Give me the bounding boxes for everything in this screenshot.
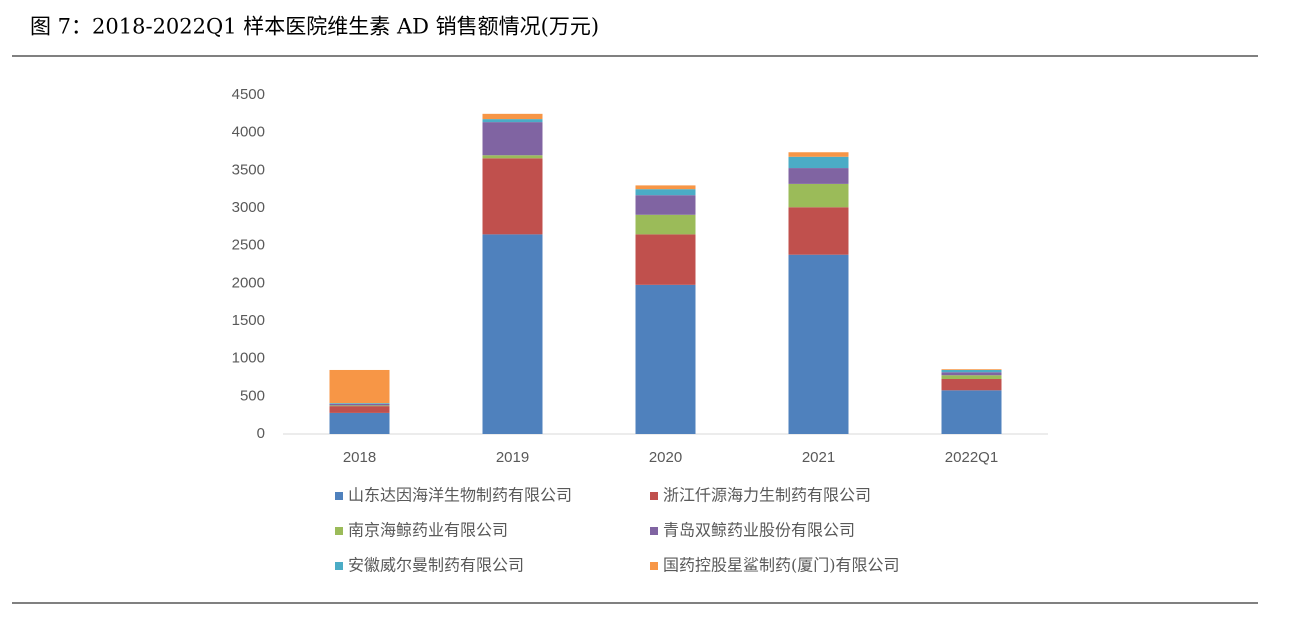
y-tick-label: 500 [240,387,265,404]
bar-segment [635,195,696,215]
legend-label: 青岛双鲸药业股份有限公司 [663,521,855,540]
bar-segment [941,369,1002,370]
y-tick-label: 1000 [232,350,265,367]
bar-segment [482,122,543,156]
x-tick-label: 2019 [496,449,529,466]
legend-swatch [335,492,343,500]
bar-segment [788,156,849,169]
bar-segment [329,403,390,404]
bar-segment [941,390,1002,434]
bar-segment [635,214,696,235]
bar-segment [329,406,390,413]
bar-segment [635,284,696,434]
y-tick-label: 4000 [232,124,265,141]
bar-segment [788,168,849,184]
legend-swatch [650,492,658,500]
bar-segment [482,119,543,123]
bar-segment [329,405,390,407]
x-tick-label: 2022Q1 [945,449,998,466]
bar-segment [482,155,543,159]
bar-segment [482,113,543,120]
legend-label: 浙江仟源海力生制药有限公司 [663,486,871,505]
legend-label: 南京海鲸药业有限公司 [348,521,508,540]
x-tick-label: 2018 [343,449,376,466]
y-tick-label: 0 [257,425,265,442]
bar-segment [941,372,1002,376]
y-tick-label: 2500 [232,237,265,254]
bar-segment [482,158,543,235]
bar-segment [482,234,543,434]
legend-label: 国药控股星鲨制药(厦门)有限公司 [663,556,900,575]
bar-segment [329,403,390,406]
bar-segment [788,152,849,157]
legend-label: 安徽威尔曼制药有限公司 [348,556,524,575]
y-tick-label: 4500 [232,86,265,103]
bar-segment [635,234,696,285]
legend-swatch [650,562,658,570]
legend-swatch [335,562,343,570]
bar-segment [329,369,390,404]
legend-label: 山东达因海洋生物制药有限公司 [348,486,572,505]
bar-segment [941,369,1002,373]
legend-swatch [335,527,343,535]
bar-segment [329,412,390,434]
y-tick-label: 3000 [232,199,265,216]
legend-swatch [650,527,658,535]
bar-segment [788,254,849,434]
x-tick-label: 2020 [649,449,682,466]
bar-segment [941,379,1002,391]
y-tick-label: 2000 [232,274,265,291]
bar-segment [788,183,849,208]
bar-segment [941,375,1002,380]
x-tick-label: 2021 [802,449,835,466]
y-tick-label: 3500 [232,161,265,178]
bar-segment [788,207,849,255]
y-tick-label: 1500 [232,312,265,329]
chart-title: 图 7：2018-2022Q1 样本医院维生素 AD 销售额情况(万元) [30,15,599,39]
bar-segment [635,189,696,196]
bar-segment [635,185,696,190]
